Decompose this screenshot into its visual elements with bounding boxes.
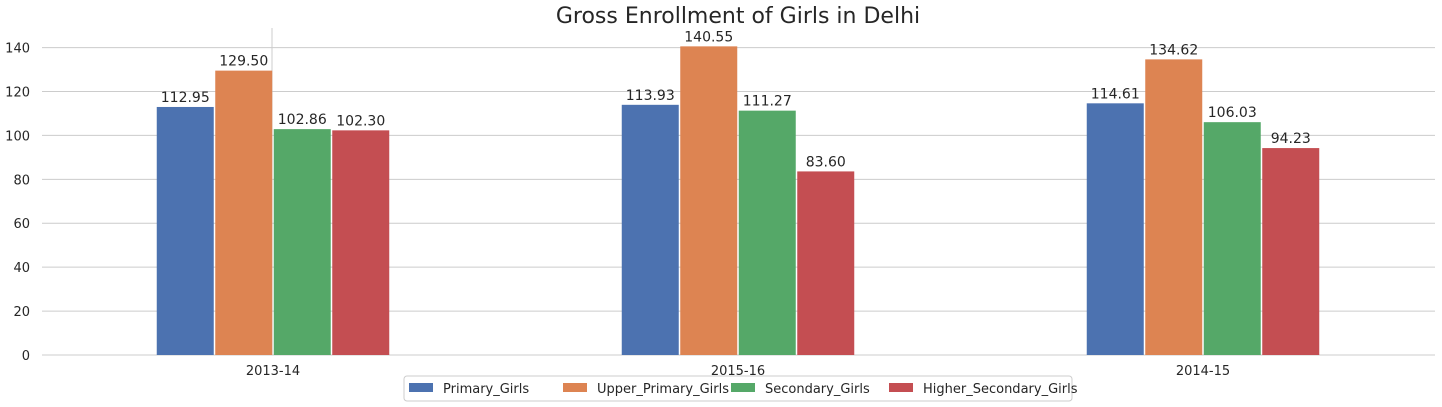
data-label: 134.62	[1149, 42, 1198, 58]
bar-primary-girls	[1086, 103, 1144, 355]
bar-higher-secondary-girls	[1262, 148, 1320, 355]
data-label: 114.61	[1091, 86, 1140, 102]
bar-primary-girls	[156, 106, 214, 356]
legend-label: Higher_Secondary_Girls	[923, 382, 1078, 397]
chart-title: Gross Enrollment of Girls in Delhi	[556, 4, 920, 29]
bar-upper-primary-girls	[1145, 59, 1203, 356]
legend-label: Upper_Primary_Girls	[597, 382, 729, 397]
bar-primary-girls	[621, 104, 679, 355]
y-tick-label: 120	[5, 85, 30, 100]
data-label: 106.03	[1208, 105, 1257, 121]
bar-higher-secondary-girls	[797, 171, 855, 355]
bar-higher-secondary-girls	[332, 130, 390, 355]
y-tick-label: 0	[22, 349, 30, 364]
data-label: 140.55	[684, 29, 733, 45]
legend-label: Secondary_Girls	[765, 382, 870, 397]
legend-swatch	[731, 383, 755, 392]
legend: Primary_Girls Upper_Primary_Girls Secondar…	[403, 375, 1078, 402]
x-axis-ticks: 2013-14 2015-16 2014-15	[246, 364, 1230, 379]
y-tick-label: 60	[13, 217, 30, 232]
y-tick-label: 100	[5, 129, 30, 144]
legend-swatch	[889, 383, 913, 392]
y-axis-ticks: 0 20 40 60 80 100 120 140	[5, 42, 30, 364]
x-tick-label: 2014-15	[1176, 364, 1230, 379]
legend-swatch	[409, 383, 433, 392]
data-label: 113.93	[626, 88, 675, 104]
data-label: 83.60	[806, 154, 846, 170]
bar-secondary-girls	[1203, 122, 1261, 355]
data-label: 111.27	[743, 94, 792, 110]
data-labels-group: 112.95 129.50 102.86 102.30 113.93 140.55 111.…	[161, 29, 1311, 170]
data-label: 102.86	[278, 112, 327, 128]
data-label: 112.95	[161, 90, 210, 106]
x-tick-label: 2013-14	[246, 364, 300, 379]
y-tick-label: 80	[13, 173, 30, 188]
data-label: 129.50	[219, 54, 268, 70]
y-tick-label: 20	[13, 305, 30, 320]
data-label: 94.23	[1271, 131, 1311, 147]
bar-upper-primary-girls	[680, 46, 738, 355]
legend-label: Primary_Girls	[443, 382, 529, 397]
bar-secondary-girls	[273, 129, 331, 355]
y-tick-label: 40	[13, 261, 30, 276]
bar-upper-primary-girls	[215, 70, 273, 355]
y-tick-label: 140	[5, 42, 30, 57]
legend-swatch	[563, 383, 587, 392]
data-label: 102.30	[336, 113, 385, 129]
x-tick-label: 2015-16	[711, 364, 765, 379]
bars-group	[156, 46, 1320, 356]
bar-secondary-girls	[738, 110, 796, 355]
